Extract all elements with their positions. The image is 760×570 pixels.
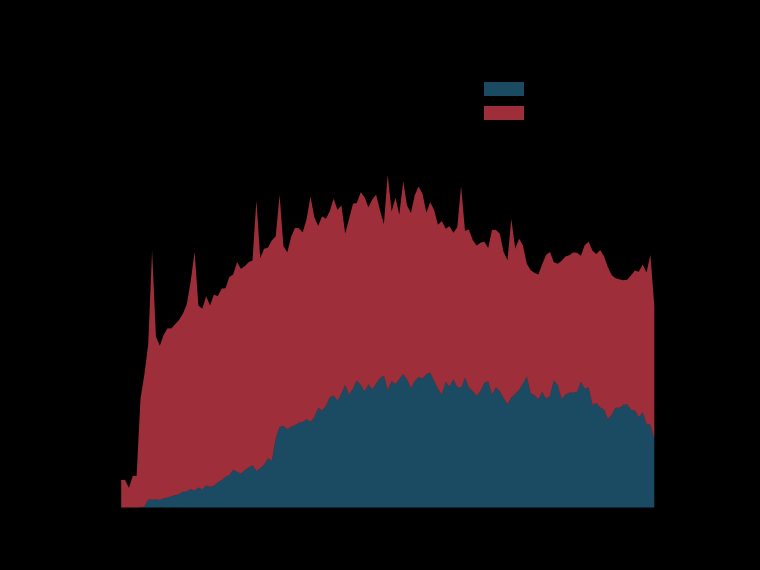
legend xyxy=(484,82,524,120)
x-ticks-group xyxy=(120,508,648,513)
legend-swatch-0 xyxy=(484,82,524,96)
legend-swatch-1 xyxy=(484,106,524,120)
area-series-group xyxy=(121,174,655,508)
axes-group xyxy=(93,66,662,513)
area-series-1 xyxy=(121,174,655,508)
y-ticks-group xyxy=(93,105,98,509)
area-series-0 xyxy=(121,372,655,508)
